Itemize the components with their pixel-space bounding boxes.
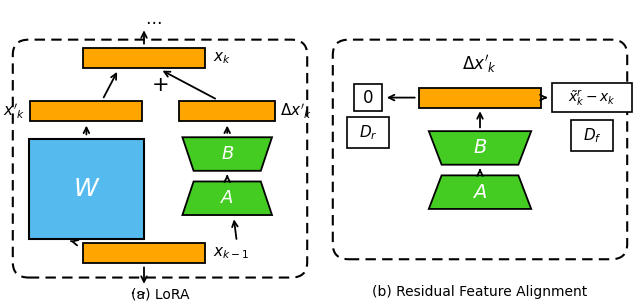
Bar (83, 243, 205, 263)
Text: $W$: $W$ (73, 177, 100, 201)
Text: $x'_k$: $x'_k$ (3, 102, 26, 121)
Polygon shape (429, 131, 531, 165)
Text: $x_{k-1}$: $x_{k-1}$ (212, 245, 249, 261)
Bar (354, 84, 383, 111)
Text: (b) Residual Feature Alignment: (b) Residual Feature Alignment (372, 285, 588, 299)
Bar (29, 139, 144, 239)
Text: $\cdots$: $\cdots$ (129, 282, 146, 300)
Bar (83, 48, 205, 68)
Text: $+$: $+$ (151, 75, 169, 95)
Text: $D_r$: $D_r$ (358, 123, 378, 142)
Text: $A$: $A$ (220, 189, 234, 207)
Bar (572, 120, 613, 151)
Text: $B$: $B$ (221, 145, 234, 163)
Text: $0$: $0$ (362, 88, 374, 107)
Polygon shape (182, 181, 272, 215)
Bar (419, 88, 541, 108)
Text: $\tilde{x}^r_k - x_k$: $\tilde{x}^r_k - x_k$ (568, 88, 616, 108)
Bar (31, 101, 143, 121)
Text: $B$: $B$ (473, 138, 487, 157)
Text: $A$: $A$ (472, 183, 488, 202)
Text: $\Delta x'_k$: $\Delta x'_k$ (280, 102, 312, 121)
Text: $\cdots$: $\cdots$ (145, 12, 162, 30)
Text: $\Delta x'_k$: $\Delta x'_k$ (463, 53, 497, 75)
Text: $x_k$: $x_k$ (212, 50, 230, 66)
Polygon shape (429, 175, 531, 209)
Bar (347, 117, 388, 148)
Bar (552, 83, 632, 112)
Text: $D_f$: $D_f$ (582, 126, 602, 145)
Polygon shape (182, 137, 272, 171)
Bar (179, 101, 275, 121)
Text: (a) LoRA: (a) LoRA (131, 288, 189, 302)
